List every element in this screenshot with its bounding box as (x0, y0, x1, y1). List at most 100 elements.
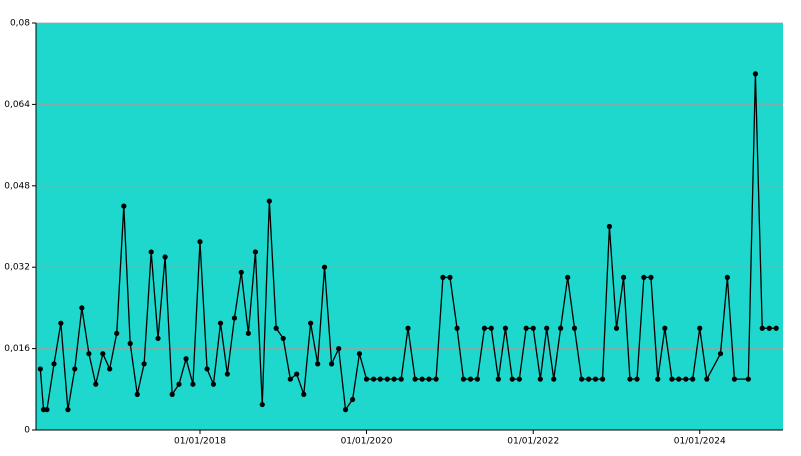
x-tick-label: 01/01/2022 (507, 437, 559, 447)
data-point (79, 305, 85, 311)
data-point (523, 325, 529, 331)
data-point (627, 376, 633, 382)
data-point (356, 351, 363, 357)
data-point (766, 325, 772, 331)
data-point (217, 320, 224, 326)
data-point (100, 351, 106, 357)
data-point (329, 361, 335, 367)
data-point (641, 274, 647, 280)
data-point (398, 376, 404, 382)
data-point (447, 274, 453, 280)
y-tick-label: 0,032 (4, 263, 30, 273)
data-point (759, 325, 765, 331)
data-point (342, 407, 349, 413)
data-point (537, 376, 543, 382)
data-point (287, 376, 293, 382)
data-point (65, 407, 71, 413)
x-tick-label: 01/01/2020 (341, 437, 393, 447)
data-point (349, 396, 356, 403)
data-point (301, 391, 307, 397)
data-point (655, 376, 661, 382)
data-point (620, 274, 627, 280)
data-point (433, 376, 439, 382)
data-point (370, 376, 377, 382)
data-point (669, 376, 675, 382)
data-point (717, 351, 724, 357)
data-point (440, 274, 446, 280)
data-point (578, 376, 585, 382)
data-point (266, 198, 272, 204)
data-point (426, 376, 432, 382)
data-point (294, 371, 300, 377)
data-point (72, 366, 78, 372)
y-tick-label: 0,08 (10, 19, 30, 29)
data-point (676, 376, 682, 382)
data-point (481, 325, 488, 331)
data-point (259, 401, 265, 408)
data-point (613, 325, 620, 331)
data-point (599, 376, 606, 382)
data-point (773, 325, 779, 331)
data-point (488, 325, 494, 331)
data-point (169, 391, 175, 397)
data-point (197, 239, 203, 245)
data-point (586, 376, 592, 382)
data-point (544, 325, 550, 331)
data-point (551, 376, 557, 382)
data-point (606, 223, 613, 230)
data-point (127, 340, 133, 347)
data-point (558, 325, 564, 331)
data-point (697, 325, 703, 331)
data-point (44, 407, 50, 413)
data-point (752, 71, 759, 77)
data-point (51, 361, 57, 367)
data-point (571, 325, 578, 331)
data-point (460, 376, 467, 382)
plot-area (36, 23, 783, 430)
data-point (704, 376, 710, 382)
data-point (183, 356, 189, 362)
data-point (37, 366, 43, 372)
data-point (204, 366, 210, 372)
data-point (308, 320, 314, 326)
data-point (148, 249, 154, 255)
data-point (467, 376, 474, 382)
y-tick-label: 0,016 (4, 344, 30, 354)
data-point (336, 346, 342, 352)
data-point (141, 361, 147, 367)
data-point (114, 330, 120, 336)
data-point (280, 335, 286, 342)
data-point (419, 376, 425, 382)
data-point (121, 203, 127, 209)
data-point (405, 325, 411, 331)
y-tick-label: 0,048 (4, 181, 30, 191)
data-line (39, 73, 777, 412)
data-point (648, 274, 654, 280)
data-point (58, 320, 64, 326)
data-point (273, 325, 279, 331)
data-point (134, 391, 140, 397)
data-point (231, 315, 238, 321)
data-point (315, 361, 321, 367)
data-point (634, 376, 640, 382)
data-point (224, 371, 230, 377)
data-point (155, 335, 161, 342)
data-point (509, 376, 515, 382)
x-tick-label: 01/01/2018 (174, 437, 226, 447)
y-tick-label: 0 (24, 426, 30, 436)
data-point (210, 381, 217, 387)
data-point (474, 376, 480, 382)
data-point (662, 325, 668, 331)
data-point (384, 376, 390, 382)
data-point (245, 330, 251, 336)
data-point (252, 249, 259, 255)
data-point (190, 381, 196, 387)
data-point (162, 254, 168, 260)
data-point (391, 376, 397, 382)
data-point (377, 376, 383, 382)
data-point (321, 264, 328, 270)
data-point (454, 325, 460, 331)
data-point (495, 376, 501, 382)
data-point (565, 274, 571, 280)
